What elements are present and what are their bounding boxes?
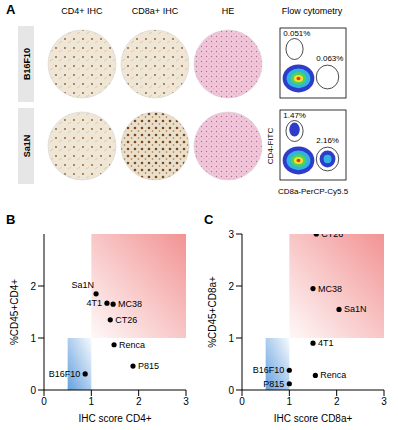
svg-text:1: 1	[287, 396, 293, 407]
svg-text:Sa1N: Sa1N	[344, 304, 367, 314]
svg-text:IHC score CD4+: IHC score CD4+	[78, 413, 151, 424]
svg-text:CT26: CT26	[115, 315, 137, 325]
svg-text:Renca: Renca	[320, 370, 346, 380]
svg-text:A: A	[6, 2, 16, 17]
svg-text:MC38: MC38	[318, 284, 342, 294]
svg-text:B16F10: B16F10	[22, 48, 32, 80]
svg-text:0: 0	[30, 385, 36, 396]
svg-text:2.16%: 2.16%	[316, 136, 339, 145]
svg-text:0.051%: 0.051%	[283, 29, 310, 38]
svg-text:Renca: Renca	[119, 340, 145, 350]
svg-text:2: 2	[136, 396, 142, 407]
svg-text:4T1: 4T1	[86, 298, 102, 308]
svg-text:0.063%: 0.063%	[316, 54, 343, 63]
svg-text:CD4+ IHC: CD4+ IHC	[61, 6, 103, 16]
svg-text:B16F10: B16F10	[49, 369, 81, 379]
svg-text:CD8a+ IHC: CD8a+ IHC	[132, 6, 179, 16]
svg-text:3: 3	[183, 396, 189, 407]
svg-text:CD4-FITC: CD4-FITC	[266, 128, 275, 165]
html-text:B: B	[6, 212, 16, 227]
svg-text:B16F10: B16F10	[253, 365, 285, 375]
svg-text:2: 2	[30, 281, 36, 292]
svg-text:2: 2	[228, 281, 234, 292]
svg-text:3: 3	[228, 229, 234, 240]
svg-text:1: 1	[228, 333, 234, 344]
svg-text:1.47%: 1.47%	[283, 111, 306, 120]
svg-text:%CD45+CD8a+: %CD45+CD8a+	[207, 276, 218, 348]
svg-text:1: 1	[30, 333, 36, 344]
svg-text:%CD45+CD4+: %CD45+CD4+	[9, 279, 20, 345]
svg-text:2: 2	[334, 396, 340, 407]
svg-text:0: 0	[228, 385, 234, 396]
svg-text:P815: P815	[138, 361, 159, 371]
svg-text:MC38: MC38	[118, 299, 142, 309]
svg-text:4T1: 4T1	[318, 338, 334, 348]
svg-text:1: 1	[89, 396, 95, 407]
svg-text:CD8a-PerCP-Cy5.5: CD8a-PerCP-Cy5.5	[278, 187, 349, 196]
svg-text:HE: HE	[222, 6, 235, 16]
svg-text:Sa1N: Sa1N	[72, 280, 95, 290]
svg-text:P815: P815	[263, 379, 284, 389]
svg-text:Sa1N: Sa1N	[22, 135, 32, 158]
svg-text:Flow cytometry: Flow cytometry	[282, 6, 343, 16]
html-text:C: C	[204, 212, 214, 227]
svg-text:0: 0	[239, 396, 245, 407]
svg-text:IHC score CD8a+: IHC score CD8a+	[274, 413, 353, 424]
svg-text:CT26: CT26	[321, 234, 343, 239]
svg-text:0: 0	[41, 396, 47, 407]
svg-text:3: 3	[381, 396, 387, 407]
